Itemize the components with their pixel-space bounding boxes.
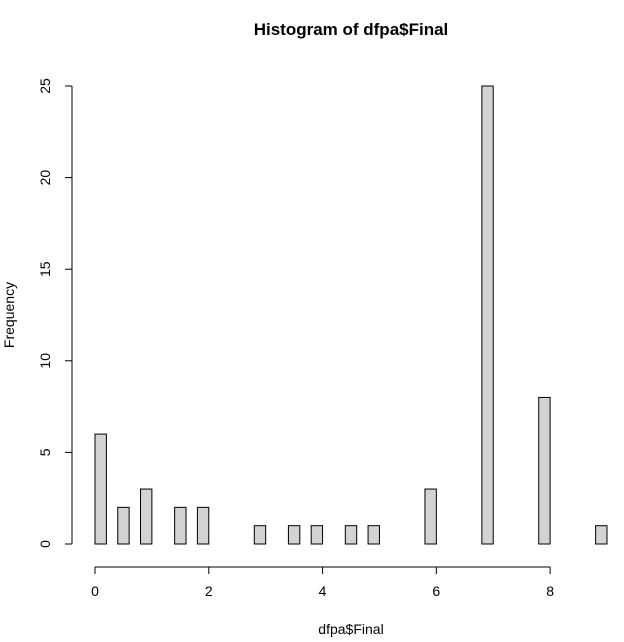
y-tick-label: 15 (37, 261, 53, 277)
x-tick-label: 8 (546, 583, 554, 599)
histogram-bar-5 (253, 525, 267, 545)
histogram-bar-0 (94, 433, 107, 545)
histogram-bar-13 (595, 525, 608, 545)
histogram-bar-11 (481, 85, 494, 545)
histogram-bar-1 (117, 506, 130, 545)
y-tick-label: 0 (37, 540, 53, 548)
bars-group (94, 85, 608, 545)
y-tick-label: 5 (37, 448, 53, 456)
y-tick-label: 10 (37, 353, 53, 369)
histogram-bar-8 (344, 525, 358, 545)
x-tick-label: 0 (91, 583, 99, 599)
histogram-bar-10 (424, 488, 437, 545)
histogram-bar-2 (140, 488, 153, 545)
y-tick-label: 20 (37, 170, 53, 186)
y-axis-label: Frequency (1, 282, 17, 348)
x-axis: 0 2 4 6 8 (91, 566, 554, 599)
y-tick-label: 25 (37, 78, 53, 94)
histogram-bar-3 (174, 506, 187, 545)
histogram-bar-6 (287, 525, 301, 545)
histogram-bar-4 (196, 506, 210, 545)
y-axis: 0 5 10 15 20 25 (37, 78, 73, 548)
histogram-bar-9 (367, 525, 380, 545)
x-tick-label: 4 (319, 583, 327, 599)
x-tick-label: 6 (432, 583, 440, 599)
histogram-bar-7 (310, 525, 324, 545)
chart-title: Histogram of dfpa$Final (254, 20, 449, 39)
histogram-bar-12 (538, 396, 551, 545)
x-tick-label: 2 (205, 583, 213, 599)
x-axis-label: dfpa$Final (318, 621, 383, 637)
